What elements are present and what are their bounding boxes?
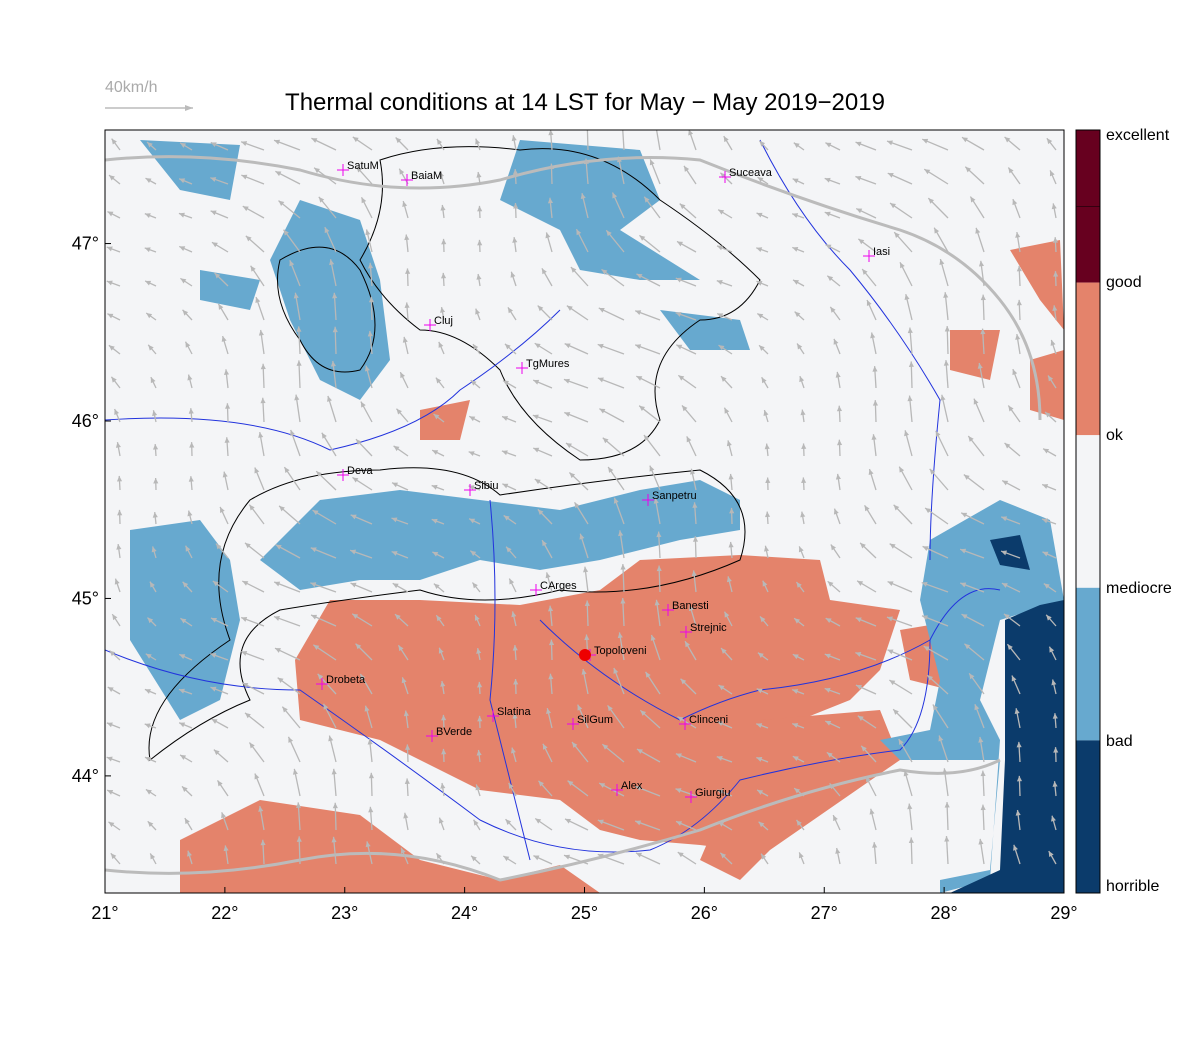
city-label: Sibiu <box>474 480 498 492</box>
city-label: Alex <box>621 780 643 792</box>
wind-scale-arrowhead <box>185 105 193 111</box>
x-tick-label: 28° <box>931 903 958 923</box>
city-label: SatuM <box>347 160 379 172</box>
city-label: Giurgiu <box>695 787 730 799</box>
city-label: BVerde <box>436 726 472 738</box>
city-label: Strejnic <box>690 622 727 634</box>
wind-arrowhead <box>654 124 659 130</box>
x-tick-label: 21° <box>91 903 118 923</box>
colorbar-label: bad <box>1106 733 1133 750</box>
city-label: TgMures <box>526 358 570 370</box>
y-tick-label: 47° <box>72 234 99 254</box>
wind-arrow <box>587 124 588 150</box>
x-tick-label: 25° <box>571 903 598 923</box>
city-label: Topoloveni <box>594 645 647 657</box>
wind-arrowhead <box>620 122 625 128</box>
city-label: Suceava <box>729 167 773 179</box>
x-tick-label: 29° <box>1050 903 1077 923</box>
wind-scale-label: 40km/h <box>105 79 157 96</box>
city-label: CArges <box>540 580 577 592</box>
city-label: Drobeta <box>326 674 366 686</box>
colorbar-segment <box>1076 740 1100 893</box>
y-tick-label: 44° <box>72 766 99 786</box>
colorbar-label: horrible <box>1106 878 1159 895</box>
city-label: Cluj <box>434 315 453 327</box>
x-tick-label: 26° <box>691 903 718 923</box>
city-label: Iasi <box>873 246 890 258</box>
colorbar-label: ok <box>1106 427 1124 444</box>
city-label: Deva <box>347 465 374 477</box>
city-label: Clinceni <box>689 714 728 726</box>
title: Thermal conditions at 14 LST for May − M… <box>285 89 885 116</box>
colorbar-segment <box>1076 283 1100 436</box>
x-tick-label: 24° <box>451 903 478 923</box>
site-marker <box>579 649 591 661</box>
y-tick-label: 46° <box>72 411 99 431</box>
city-label: SilGum <box>577 714 613 726</box>
x-tick-label: 22° <box>211 903 238 923</box>
colorbar: excellent good ok mediocre bad horrible <box>1076 127 1172 895</box>
map-area <box>105 122 1064 893</box>
colorbar-segment <box>1076 435 1100 588</box>
city-label: BaiaM <box>411 170 442 182</box>
x-tick-label: 23° <box>331 903 358 923</box>
wind-arrowhead <box>585 124 590 129</box>
colorbar-label: good <box>1106 274 1142 291</box>
colorbar-label: mediocre <box>1106 580 1172 597</box>
x-tick-label: 27° <box>811 903 838 923</box>
city-label: Sanpetru <box>652 490 697 502</box>
city-label: Banesti <box>672 600 709 612</box>
city-label: Slatina <box>497 706 532 718</box>
colorbar-segment <box>1076 588 1100 741</box>
y-tick-label: 45° <box>72 588 99 608</box>
colorbar-label: excellent <box>1106 127 1170 144</box>
